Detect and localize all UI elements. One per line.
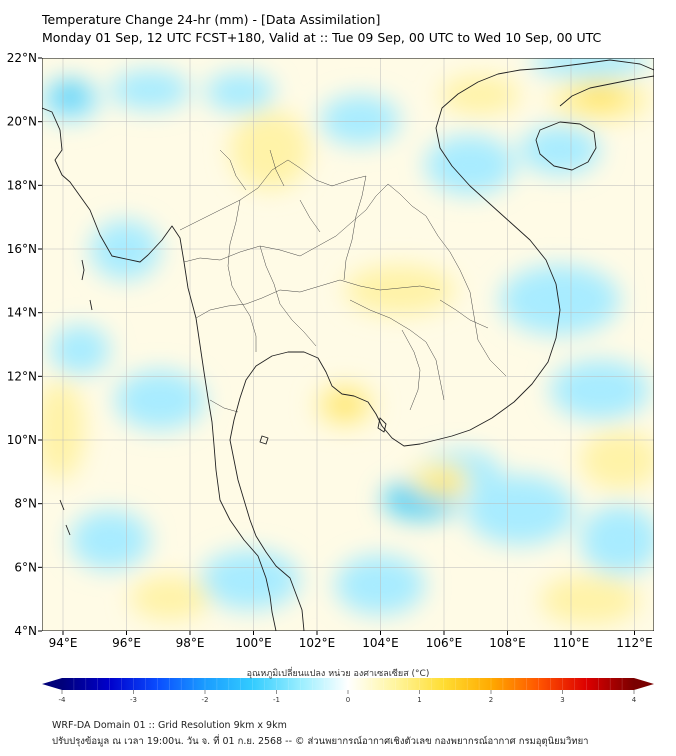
map-plot-area: [42, 58, 654, 631]
lon-label: 104°E: [362, 636, 399, 650]
island-samui: [259, 435, 269, 445]
lon-label: 102°E: [299, 636, 336, 650]
lat-label: 6°N: [14, 560, 37, 574]
map-subtitle: Monday 01 Sep, 12 UTC FCST+180, Valid at…: [42, 30, 602, 45]
axis-labels: 22°N 20°N 18°N 16°N 14°N 12°N 10°N 8°N 6°N 4°N 94°…: [7, 51, 653, 650]
lon-label: 96°E: [112, 636, 141, 650]
lat-label: 20°N: [7, 115, 37, 129]
admin-boundaries: [179, 149, 507, 413]
island-phu-quoc: [377, 417, 387, 433]
gulf-coast: [229, 59, 654, 631]
colorbar-title: อุณหภูมิเปลี่ยนแปลง หน่วย องศาเซลเซียส (…: [246, 669, 430, 679]
footer-model-info: WRF-DA Domain 01 :: Grid Resolution 9km …: [52, 720, 287, 731]
colorbar-tick-label: -3: [130, 696, 137, 704]
lat-label: 18°N: [7, 178, 37, 192]
andaman-islands: [59, 259, 93, 536]
guangdong-coast: [559, 75, 654, 107]
colorbar-tick-label: -1: [273, 696, 280, 704]
colorbar: -4 -3 -2 -1 0 1 2 3 4: [42, 678, 654, 704]
hainan-island: [535, 121, 597, 171]
lat-label: 16°N: [7, 242, 37, 256]
colorbar-tick-label: 0: [346, 696, 350, 704]
lon-label: 106°E: [426, 636, 463, 650]
lat-label: 12°N: [7, 369, 37, 383]
map-title: Temperature Change 24-hr (mm) - [Data As…: [42, 12, 381, 27]
colorbar-tick-label: 1: [417, 696, 421, 704]
lon-label: 98°E: [176, 636, 205, 650]
colorbar-tick-label: 2: [489, 696, 493, 704]
lat-label: 14°N: [7, 306, 37, 320]
colorbar-tick-label: -4: [59, 696, 67, 704]
temperature-field: [42, 58, 654, 625]
colorbar-min-arrow: [42, 678, 62, 690]
lat-lon-grid: [42, 58, 654, 631]
footer-credits: ปรับปรุงข้อมูล ณ เวลา 19:00น. วัน จ. ที่…: [52, 736, 589, 747]
lon-label: 94°E: [49, 636, 78, 650]
lon-label: 112°E: [616, 636, 653, 650]
lon-label: 100°E: [235, 636, 272, 650]
lat-label: 4°N: [14, 624, 37, 638]
colorbar-tick-label: 4: [632, 696, 637, 704]
colorbar-ticks: -4 -3 -2 -1 0 1 2 3 4: [59, 678, 637, 704]
colorbar-tick-label: 3: [560, 696, 564, 704]
colorbar-tick-label: -2: [202, 696, 209, 704]
lat-label: 10°N: [7, 433, 37, 447]
colorbar-body: [62, 678, 634, 690]
colorbar-max-arrow: [634, 678, 654, 690]
lon-label: 110°E: [553, 636, 590, 650]
lon-label: 108°E: [489, 636, 526, 650]
lat-label: 22°N: [7, 51, 37, 65]
lat-label: 8°N: [14, 497, 37, 511]
